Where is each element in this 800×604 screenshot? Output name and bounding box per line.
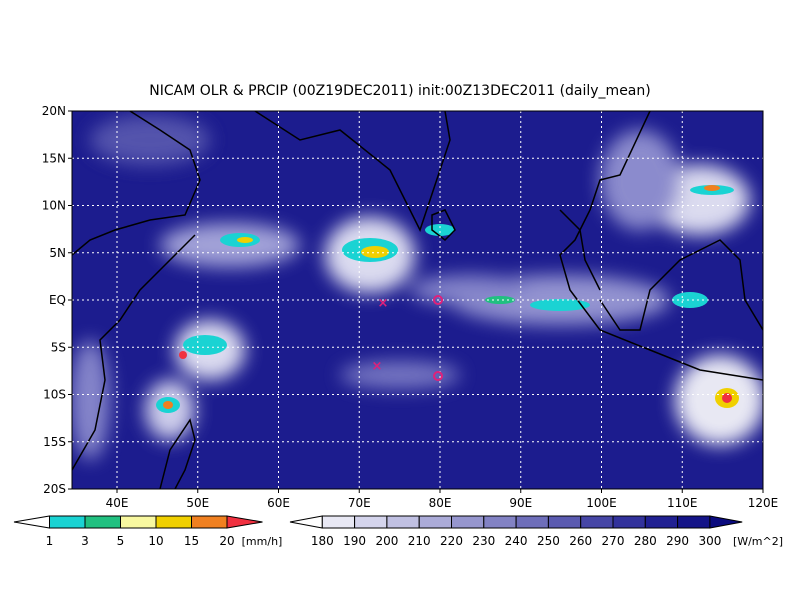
legend-swatch (483, 515, 517, 529)
lat-label: 10N (42, 199, 66, 213)
legend-label: 3 (81, 534, 89, 548)
legend-label: 1 (46, 534, 54, 548)
legend-swatch (289, 515, 323, 529)
lat-label: EQ (49, 293, 66, 307)
legend-label: 230 (472, 534, 495, 548)
legend-label: 280 (634, 534, 657, 548)
legend-swatch (644, 515, 679, 529)
legend-label: 210 (408, 534, 431, 548)
legend-swatch (580, 515, 614, 529)
legend-unit: [W/m^2] (733, 535, 783, 548)
markers: × × (372, 295, 443, 381)
lon-label: 60E (267, 496, 290, 510)
title: NICAM OLR & PRCIP (00Z19DEC2011) init:00… (149, 83, 650, 99)
lat-label: 15N (42, 151, 66, 165)
legend-label: 290 (666, 534, 689, 548)
legend-swatch (226, 515, 263, 529)
legend-swatch (49, 515, 86, 529)
legend-swatch (612, 515, 646, 529)
legend-label: 240 (505, 534, 528, 548)
lon-label: 100E (586, 496, 617, 510)
legends: 1 3 5 10 15 20 [mm/h] 180 190 200 210 220 230 240 250 2… (13, 515, 783, 548)
grid (72, 111, 763, 489)
legend-swatch (191, 515, 228, 529)
lat-label: 20S (43, 482, 66, 496)
lon-label: 40E (106, 496, 129, 510)
legend-swatch (386, 515, 420, 529)
legend-swatch (155, 515, 192, 529)
legend-swatch (84, 515, 121, 529)
axis-labels: 20N 15N 10N 5N EQ 5S 10S 15S 20S 40E 50E 60E 70E 80E 9… (42, 104, 779, 510)
cloud-field (72, 115, 763, 460)
map: × × (72, 111, 763, 489)
legend-label: 200 (375, 534, 398, 548)
legend-label: 15 (184, 534, 199, 548)
legend-swatch (451, 515, 485, 529)
legend-label: 190 (343, 534, 366, 548)
lon-label: 120E (748, 496, 779, 510)
lat-label: 20N (42, 104, 66, 118)
legend-swatch (547, 515, 582, 529)
marker (433, 371, 443, 381)
marker: × (372, 359, 383, 374)
marker: × (378, 296, 389, 311)
legend-label: 260 (569, 534, 592, 548)
legend-swatch (120, 515, 157, 529)
lon-label: 70E (348, 496, 371, 510)
lon-label: 80E (429, 496, 452, 510)
legend-label: 20 (219, 534, 234, 548)
legend-label: 250 (537, 534, 560, 548)
coastlines (72, 111, 763, 489)
legend-label: 10 (148, 534, 163, 548)
legend-swatch (321, 515, 356, 529)
marker (433, 295, 443, 305)
lon-label: 90E (509, 496, 532, 510)
legend-label: 5 (117, 534, 125, 548)
legend-label: 180 (311, 534, 334, 548)
legend-swatch (13, 515, 50, 529)
legend-swatch (418, 515, 453, 529)
lat-label: 15S (43, 435, 66, 449)
legend-unit: [mm/h] (242, 535, 283, 548)
lon-label: 50E (186, 496, 209, 510)
legend-label: 270 (602, 534, 625, 548)
lat-label: 5S (51, 340, 66, 354)
lat-label: 10S (43, 388, 66, 402)
legend-swatch (515, 515, 549, 529)
legend-swatch (354, 515, 388, 529)
lat-label: 5N (49, 246, 66, 260)
lon-label: 110E (667, 496, 698, 510)
legend-swatch (677, 515, 711, 529)
legend-label: 220 (440, 534, 463, 548)
legend-swatch (709, 515, 743, 529)
legend-label: 300 (698, 534, 721, 548)
